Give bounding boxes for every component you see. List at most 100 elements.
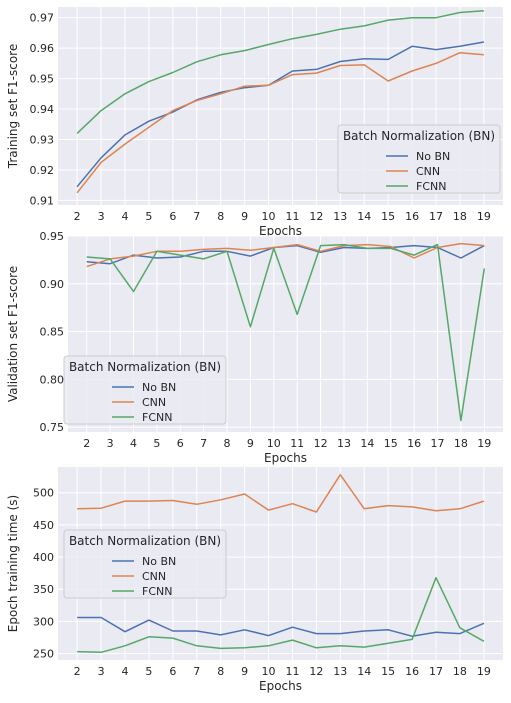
y-tick-label: 450 (33, 519, 54, 532)
x-tick-label: 16 (407, 437, 421, 450)
series-line-cnn (86, 242, 485, 268)
y-tick-label: 0.80 (40, 373, 65, 386)
y-tick-label: 0.85 (40, 326, 65, 339)
x-tick-label: 9 (247, 437, 254, 450)
x-tick-label: 2 (74, 665, 81, 678)
x-tick-label: 5 (145, 665, 152, 678)
y-tick-label: 0.95 (30, 73, 55, 86)
x-tick-label: 4 (121, 210, 128, 223)
x-tick-label: 3 (107, 437, 114, 450)
training-f1-chart: 0.91 0.92 0.93 0.94 0.95 0.96 0.97 2 3 4 5 6 7 8 9 10 11… (6, 7, 503, 238)
legend-title: Batch Normalization (BN) (343, 129, 495, 143)
x-tick-label: 18 (453, 665, 467, 678)
y-tick-label: 0.91 (30, 194, 55, 207)
y-tick-label: 0.94 (30, 103, 55, 116)
x-tick-label: 12 (309, 665, 323, 678)
x-tick-label: 15 (381, 665, 395, 678)
y-tick-label: 400 (33, 551, 54, 564)
legend: Batch Normalization (BN) No BN CNN FCNN (63, 529, 227, 599)
x-tick-label: 2 (83, 437, 90, 450)
x-tick-label: 7 (193, 665, 200, 678)
x-tick-label: 17 (429, 210, 443, 223)
series-line-fcnn (77, 576, 485, 654)
x-tick-label: 4 (130, 437, 137, 450)
training-time-chart: 250 300 350 400 450 500 2 3 4 5 6 7 8 9 10 11 12 13 14 15 16… (6, 467, 503, 693)
x-tick-label: 15 (384, 437, 398, 450)
x-tick-label: 13 (333, 210, 347, 223)
legend-entry: FCNN (416, 180, 446, 193)
y-tick-label: 500 (33, 487, 54, 500)
y-tick-label: 300 (33, 615, 54, 628)
x-tick-label: 12 (314, 437, 328, 450)
x-tick-label: 11 (285, 210, 299, 223)
validation-f1-chart: 0.75 0.80 0.85 0.90 0.95 2 3 4 5 6 7 8 9 10 11 12 13 14 15… (6, 230, 503, 465)
legend-entry: No BN (142, 381, 176, 394)
legend-entry: CNN (142, 570, 166, 583)
x-tick-label: 17 (429, 665, 443, 678)
x-tick-label: 11 (285, 665, 299, 678)
x-tick-label: 18 (454, 437, 468, 450)
y-tick-label: 0.95 (40, 230, 65, 243)
x-tick-label: 3 (98, 210, 105, 223)
y-tick-label: 0.92 (30, 164, 55, 177)
y-tick-label: 250 (33, 648, 54, 661)
x-tick-label: 12 (309, 210, 323, 223)
series-line-no-bn (77, 616, 485, 637)
series-line-no-bn (76, 41, 485, 188)
x-tick-label: 2 (74, 210, 81, 223)
y-tick-label: 0.93 (30, 134, 55, 147)
x-axis-label: Epochs (259, 679, 302, 693)
x-tick-label: 14 (357, 210, 371, 223)
x-tick-label: 18 (453, 210, 467, 223)
y-tick-label: 0.96 (30, 42, 55, 55)
legend-title: Batch Normalization (BN) (69, 534, 221, 548)
x-tick-label: 10 (262, 210, 276, 223)
x-tick-label: 14 (360, 437, 374, 450)
x-tick-label: 3 (98, 665, 105, 678)
x-tick-label: 8 (217, 665, 224, 678)
x-tick-label: 11 (290, 437, 304, 450)
legend-box (63, 355, 227, 425)
x-tick-label: 15 (381, 210, 395, 223)
legend-title: Batch Normalization (BN) (69, 360, 221, 374)
legend: Batch Normalization (BN) No BN CNN FCNN (337, 124, 501, 194)
legend-entry: FCNN (142, 585, 172, 598)
x-tick-label: 9 (241, 665, 248, 678)
y-tick-label: 0.75 (40, 421, 65, 434)
x-axis-label: Epochs (264, 451, 307, 465)
x-tick-label: 19 (477, 665, 491, 678)
x-tick-label: 16 (405, 665, 419, 678)
x-tick-label: 6 (177, 437, 184, 450)
legend-entry: CNN (142, 396, 166, 409)
series-line-cnn (76, 51, 484, 194)
legend-entry: No BN (416, 150, 450, 163)
x-tick-label: 19 (477, 210, 491, 223)
legend-entry: CNN (416, 165, 440, 178)
x-tick-label: 16 (405, 210, 419, 223)
y-axis-label: Validation set F1-score (6, 266, 20, 402)
x-axis-label: Epochs (259, 224, 302, 238)
x-tick-label: 8 (217, 210, 224, 223)
x-tick-label: 4 (121, 665, 128, 678)
series-line-fcnn (76, 9, 484, 134)
legend: Batch Normalization (BN) No BN CNN FCNN (63, 355, 227, 425)
x-tick-label: 7 (200, 437, 207, 450)
x-tick-label: 10 (267, 437, 281, 450)
y-tick-label: 0.90 (40, 278, 65, 291)
x-tick-label: 17 (431, 437, 445, 450)
legend-entry: FCNN (142, 411, 172, 424)
x-tick-label: 13 (337, 437, 351, 450)
x-tick-label: 6 (169, 665, 176, 678)
series-line-fcnn (86, 243, 486, 422)
x-tick-label: 14 (357, 665, 371, 678)
x-tick-label: 8 (224, 437, 231, 450)
y-tick-label: 0.97 (30, 12, 55, 25)
series-line-cnn (77, 473, 485, 513)
x-tick-label: 13 (333, 665, 347, 678)
x-tick-label: 10 (262, 665, 276, 678)
y-axis-label: Epoch training time (s) (6, 495, 20, 632)
x-tick-label: 19 (477, 437, 491, 450)
legend-entry: No BN (142, 555, 176, 568)
y-tick-label: 350 (33, 583, 54, 596)
